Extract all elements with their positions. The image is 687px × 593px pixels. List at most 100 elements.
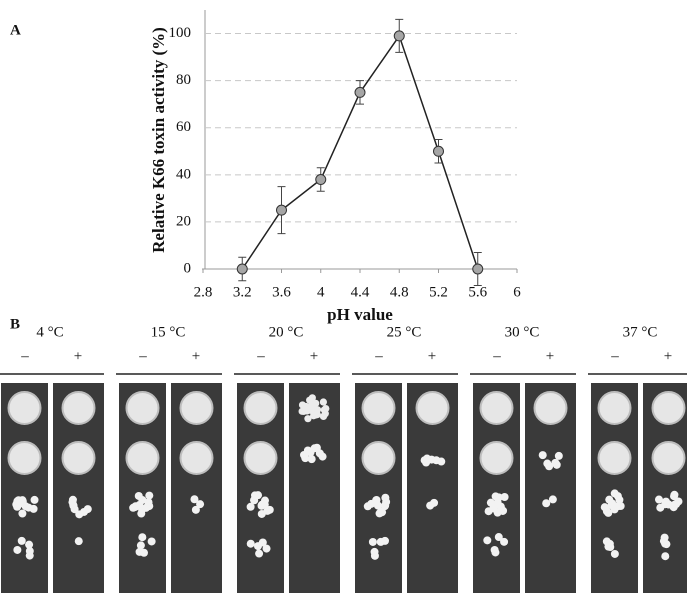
minus-label: –: [138, 348, 147, 364]
colony: [251, 491, 259, 499]
plus-label: +: [546, 348, 554, 364]
temperature-label: 20 °C: [269, 324, 304, 340]
colony: [485, 507, 493, 515]
colony: [661, 552, 669, 560]
colony: [22, 502, 30, 510]
colony: [542, 499, 550, 507]
plate-photo: [407, 383, 458, 593]
colony: [617, 502, 625, 510]
colony: [611, 550, 619, 558]
colony: [75, 537, 83, 545]
x-tick-label: 6: [513, 284, 521, 300]
colony-lawn: [599, 442, 631, 474]
minus-label: –: [20, 348, 29, 364]
colony: [84, 505, 92, 513]
colony: [140, 549, 148, 557]
colony: [551, 459, 559, 467]
x-tick-label: 5.2: [429, 284, 448, 300]
data-point: [355, 87, 365, 97]
y-tick-label: 80: [176, 72, 191, 88]
colony: [18, 509, 26, 517]
minus-label: –: [374, 348, 383, 364]
plate-photo: [591, 383, 638, 593]
colony-lawn: [599, 392, 631, 424]
x-tick-label: 4.8: [390, 284, 409, 300]
plus-label: +: [664, 348, 672, 364]
data-point: [434, 146, 444, 156]
data-point: [277, 205, 287, 215]
colony-lawn: [535, 392, 567, 424]
colony: [299, 408, 306, 415]
colony: [491, 546, 499, 554]
colony: [196, 500, 204, 508]
x-tick-label: 2.8: [194, 284, 213, 300]
minus-label: –: [610, 348, 619, 364]
colony: [369, 538, 377, 546]
temperature-label: 30 °C: [505, 324, 540, 340]
colony-lawn: [363, 442, 395, 474]
colony: [495, 493, 503, 501]
colony-lawn: [63, 442, 95, 474]
x-tick-label: 3.2: [233, 284, 252, 300]
colony: [603, 537, 611, 545]
panel-label: B: [10, 316, 20, 332]
temperature-label: 37 °C: [623, 324, 658, 340]
plus-label: +: [74, 348, 82, 364]
colony-lawn: [9, 442, 41, 474]
colony-lawn: [363, 392, 395, 424]
colony: [148, 537, 156, 545]
colony: [145, 492, 153, 500]
colony: [254, 542, 262, 550]
colony: [255, 550, 263, 558]
colony: [18, 537, 26, 545]
colony-lawn: [127, 442, 159, 474]
colony-lawn: [245, 392, 277, 424]
colony: [539, 451, 547, 459]
plate-photo: [473, 383, 520, 593]
panel-label: A: [10, 22, 21, 38]
colony: [381, 537, 389, 545]
colony-lawn: [653, 392, 685, 424]
x-tick-label: 3.6: [272, 284, 291, 300]
plus-label: +: [428, 348, 436, 364]
colony: [321, 406, 328, 413]
colony: [26, 552, 34, 560]
colony: [655, 496, 663, 504]
temperature-label: 4 °C: [36, 324, 63, 340]
x-tick-label: 4.4: [351, 284, 370, 300]
colony: [247, 540, 255, 548]
plate-photo: [643, 383, 687, 593]
plus-label: +: [310, 348, 318, 364]
colony-lawn: [181, 392, 213, 424]
colony: [13, 546, 21, 554]
colony: [483, 536, 491, 544]
colony: [319, 453, 327, 461]
colony: [555, 452, 563, 460]
colony-lawn: [481, 442, 513, 474]
colony-lawn: [181, 442, 213, 474]
y-tick-label: 60: [176, 119, 191, 135]
colony: [263, 545, 271, 553]
colony: [137, 510, 145, 518]
colony: [614, 492, 622, 500]
y-tick-label: 40: [176, 166, 191, 182]
colony: [374, 501, 382, 509]
temperature-label: 15 °C: [151, 324, 186, 340]
plate-photo: [355, 383, 402, 593]
plus-label: +: [192, 348, 200, 364]
colony: [495, 533, 503, 541]
colony: [376, 509, 384, 517]
colony: [421, 456, 429, 464]
y-axis-label: Relative K66 toxin activity (%): [149, 27, 168, 253]
colony: [661, 534, 669, 542]
colony-lawn: [417, 392, 449, 424]
minus-label: –: [492, 348, 501, 364]
colony-lawn: [245, 442, 277, 474]
colony: [428, 456, 436, 464]
colony: [371, 548, 379, 556]
colony: [258, 510, 266, 518]
colony-lawn: [127, 392, 159, 424]
plate-photo: [289, 383, 340, 593]
colony: [138, 496, 146, 504]
x-tick-label: 5.6: [468, 284, 487, 300]
